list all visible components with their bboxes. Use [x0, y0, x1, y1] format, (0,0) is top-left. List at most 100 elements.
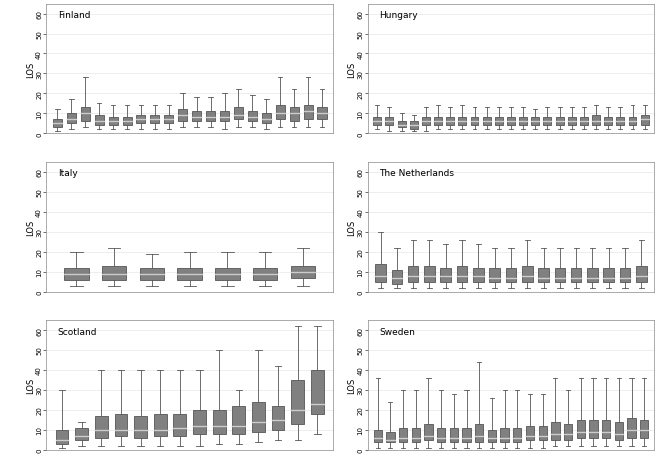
Bar	[192, 112, 201, 122]
Bar	[373, 430, 382, 442]
Bar	[483, 118, 490, 126]
Bar	[526, 426, 534, 440]
Bar	[122, 118, 132, 126]
Bar	[555, 268, 565, 282]
Bar	[95, 116, 104, 126]
Bar	[75, 428, 88, 440]
Bar	[206, 112, 215, 122]
Bar	[506, 268, 516, 282]
Y-axis label: LOS: LOS	[26, 219, 35, 235]
Text: Scotland: Scotland	[58, 327, 97, 336]
Text: Italy: Italy	[58, 169, 77, 178]
Bar	[291, 266, 315, 278]
Bar	[252, 402, 265, 432]
Bar	[500, 428, 509, 442]
Bar	[165, 116, 173, 124]
Bar	[178, 110, 187, 122]
Bar	[602, 420, 610, 438]
Bar	[385, 118, 393, 126]
Y-axis label: LOS: LOS	[347, 61, 356, 78]
Bar	[576, 420, 585, 438]
Bar	[564, 424, 572, 440]
Bar	[604, 118, 612, 126]
Bar	[543, 118, 551, 126]
Y-axis label: LOS: LOS	[26, 61, 35, 78]
Bar	[437, 428, 446, 442]
Bar	[620, 268, 631, 282]
Bar	[424, 266, 435, 282]
Bar	[136, 116, 145, 124]
Bar	[640, 420, 648, 438]
Bar	[262, 114, 271, 124]
Bar	[215, 268, 240, 280]
Bar	[193, 410, 206, 434]
Bar	[422, 118, 430, 126]
Bar	[233, 406, 245, 434]
Bar	[292, 380, 304, 424]
Bar	[457, 266, 467, 282]
Bar	[139, 268, 164, 280]
Bar	[391, 270, 402, 284]
Bar	[272, 406, 284, 430]
Bar	[386, 432, 395, 442]
Bar	[67, 114, 76, 124]
Bar	[53, 120, 62, 128]
Bar	[102, 266, 126, 280]
Bar	[571, 268, 582, 282]
Bar	[513, 428, 522, 442]
Bar	[539, 426, 547, 440]
Bar	[440, 268, 451, 282]
Bar	[556, 118, 564, 126]
Bar	[568, 118, 576, 126]
Bar	[458, 118, 466, 126]
Bar	[290, 108, 299, 122]
Bar	[471, 118, 479, 126]
Bar	[220, 112, 229, 122]
Bar	[617, 118, 624, 126]
Bar	[627, 418, 636, 438]
Bar	[641, 116, 648, 126]
Bar	[177, 268, 202, 280]
Bar	[629, 118, 637, 126]
Bar	[636, 266, 646, 282]
Bar	[248, 112, 257, 122]
Bar	[592, 116, 600, 126]
Bar	[154, 414, 167, 436]
Bar	[276, 106, 285, 120]
Bar	[590, 420, 598, 438]
Bar	[56, 430, 68, 444]
Bar	[507, 118, 515, 126]
Text: Sweden: Sweden	[379, 327, 415, 336]
Bar	[173, 414, 186, 436]
Bar	[424, 424, 432, 440]
Text: The Netherlands: The Netherlands	[379, 169, 454, 178]
Bar	[615, 422, 623, 440]
Bar	[317, 108, 327, 120]
Bar	[580, 118, 588, 126]
Bar	[488, 430, 496, 442]
Bar	[475, 424, 483, 442]
Bar	[522, 266, 533, 282]
Bar	[213, 410, 225, 434]
Bar	[399, 428, 407, 442]
Bar	[410, 122, 418, 130]
Bar	[303, 106, 313, 120]
Bar	[551, 422, 559, 440]
Bar	[373, 118, 381, 126]
Bar	[375, 264, 386, 282]
Bar	[587, 268, 598, 282]
Text: Hungary: Hungary	[379, 11, 418, 20]
Y-axis label: LOS: LOS	[347, 377, 356, 393]
Y-axis label: LOS: LOS	[26, 377, 35, 393]
Bar	[408, 266, 418, 282]
Bar	[134, 416, 147, 438]
Bar	[531, 118, 539, 126]
Bar	[311, 370, 324, 414]
Bar	[234, 108, 243, 120]
Text: Finland: Finland	[58, 11, 91, 20]
Bar	[114, 414, 128, 436]
Bar	[495, 118, 503, 126]
Bar	[473, 268, 484, 282]
Bar	[150, 116, 159, 124]
Bar	[81, 108, 90, 122]
